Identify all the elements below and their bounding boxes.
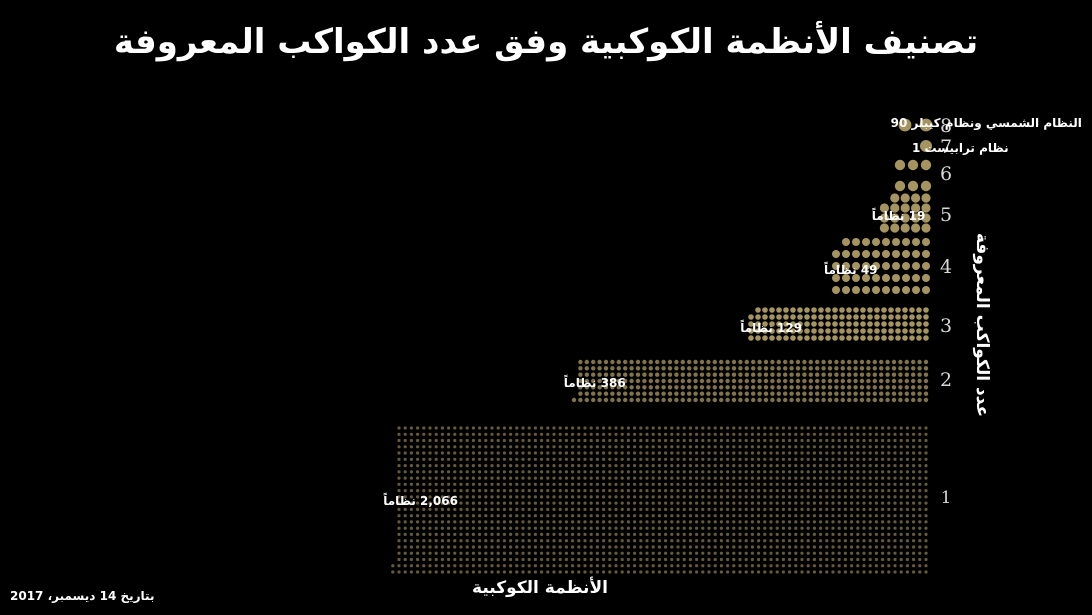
bar-3 bbox=[748, 307, 929, 341]
bar-7 bbox=[920, 140, 932, 152]
tick-label-3: 3 bbox=[940, 315, 952, 337]
bar-4 bbox=[832, 238, 930, 294]
bar-6 bbox=[894, 159, 932, 192]
data-label-4: 49 نظاماً bbox=[824, 261, 878, 277]
data-label-1: 2,066 نظاماً bbox=[383, 492, 458, 508]
bar-2 bbox=[571, 359, 929, 403]
bar-8 bbox=[898, 118, 933, 132]
tick-label-2: 2 bbox=[940, 369, 952, 391]
bar-5 bbox=[879, 193, 931, 233]
date-note: بتاريخ 14 ديسمبر، 2017 bbox=[10, 589, 155, 603]
x-axis-label: الأنظمة الكوكبية bbox=[472, 578, 608, 598]
bar-1 bbox=[391, 426, 928, 574]
data-label-2: 386 نظاماً bbox=[564, 374, 626, 390]
tick-label-1: 1 bbox=[941, 488, 952, 508]
tick-label-5: 5 bbox=[940, 204, 952, 226]
data-label-5: 19 نظاماً bbox=[872, 207, 926, 223]
tick-label-8: 8 bbox=[940, 115, 952, 137]
chart-title: تصنيف الأنظمة الكوكبية وفق عدد الكواكب ا… bbox=[113, 22, 979, 62]
data-label-3: 129 نظاماً bbox=[740, 319, 802, 335]
tick-label-6: 6 bbox=[940, 163, 952, 185]
tick-label-4: 4 bbox=[940, 256, 952, 278]
y-axis-label: عدد الكواكب المعروفة bbox=[972, 232, 992, 418]
data-label-7: نظام ترابيست 1 bbox=[912, 141, 1009, 156]
tick-label-7: 7 bbox=[940, 136, 952, 158]
data-label-8: النظام الشمسي ونظام كيبلر 90 bbox=[891, 116, 1082, 131]
